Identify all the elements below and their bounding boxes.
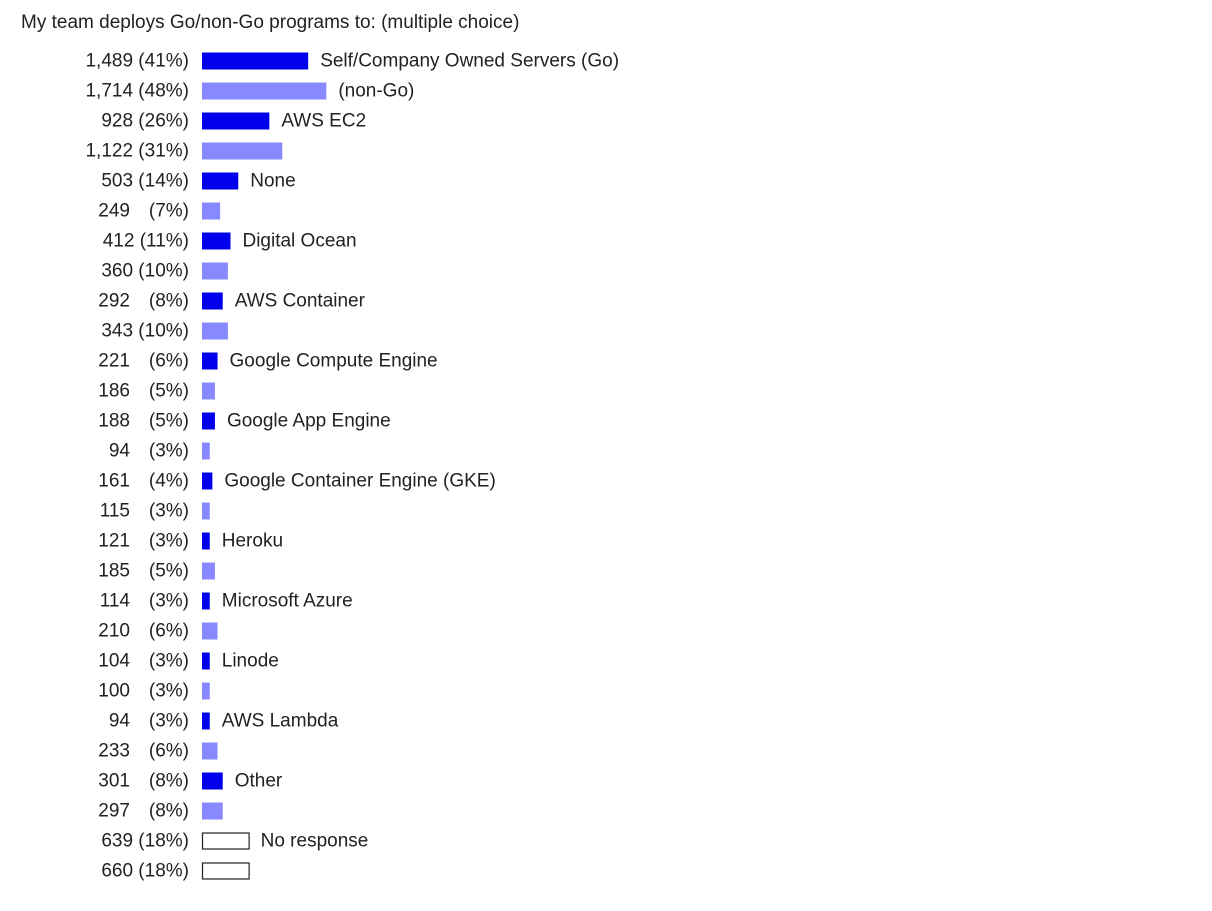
- bar-no-response: [201, 862, 250, 880]
- row-percent: (8%): [149, 291, 189, 312]
- row-percent: (3%): [149, 711, 189, 732]
- row-count: 221: [98, 351, 130, 372]
- bar-non-go: [202, 382, 215, 400]
- bar-label: Google Compute Engine: [230, 351, 438, 372]
- row-count-percent: 928 (26%): [101, 111, 189, 132]
- row-count-percent: 1,122 (31%): [85, 141, 189, 162]
- row-count-percent: 412 (11%): [103, 231, 189, 252]
- row-count-percent: 360 (10%): [101, 261, 189, 282]
- row-count: 100: [98, 681, 130, 702]
- row-count: 186: [98, 381, 130, 402]
- row-percent: (3%): [149, 591, 189, 612]
- row-percent: (6%): [149, 621, 189, 642]
- row-percent: (3%): [149, 681, 189, 702]
- bar-non-go: [202, 442, 210, 460]
- bar-label: No response: [261, 831, 369, 852]
- row-count: 115: [100, 501, 130, 522]
- bar-label: Heroku: [222, 531, 283, 552]
- bar-go: [202, 352, 218, 370]
- bar-go: [202, 172, 239, 190]
- bar-non-go: [202, 562, 215, 580]
- row-percent: (5%): [149, 411, 189, 432]
- row-count-percent: 503 (14%): [101, 171, 189, 192]
- row-count: 188: [98, 411, 130, 432]
- bar-label: None: [250, 171, 295, 192]
- bar-non-go: [202, 622, 218, 640]
- bar-label: Self/Company Owned Servers (Go): [320, 51, 619, 72]
- bar-non-go: [202, 322, 228, 340]
- bar-label: AWS EC2: [281, 111, 366, 132]
- row-percent: (3%): [149, 531, 189, 552]
- row-percent: (8%): [149, 771, 189, 792]
- bar-go: [202, 532, 210, 550]
- bar-go: [202, 112, 270, 130]
- row-count-percent: 1,489 (41%): [85, 51, 189, 72]
- row-count: 94: [109, 711, 131, 732]
- row-count: 301: [98, 771, 130, 792]
- bar-label: Microsoft Azure: [222, 591, 353, 612]
- bar-go: [202, 232, 231, 250]
- row-percent: (6%): [149, 741, 189, 762]
- row-percent: (3%): [149, 651, 189, 672]
- row-percent: (3%): [149, 501, 189, 522]
- bar-go: [202, 712, 210, 730]
- bar-non-go: [202, 742, 218, 760]
- row-count: 185: [98, 561, 130, 582]
- bar-non-go: [202, 202, 221, 220]
- bar-non-go: [202, 502, 210, 520]
- row-count-percent: 660 (18%): [101, 861, 189, 882]
- bar-go: [202, 772, 223, 790]
- bar-non-go: [202, 82, 327, 100]
- row-count-percent: 343 (10%): [101, 321, 189, 342]
- bar-label: AWS Lambda: [222, 711, 339, 732]
- row-count: 210: [98, 621, 130, 642]
- row-count: 233: [98, 741, 130, 762]
- row-count: 161: [98, 471, 130, 492]
- row-percent: (4%): [149, 471, 189, 492]
- row-percent: (5%): [149, 381, 189, 402]
- row-count: 297: [98, 801, 130, 822]
- bar-non-go: [202, 802, 223, 820]
- row-percent: (3%): [149, 441, 189, 462]
- bar-label: Linode: [222, 651, 279, 672]
- bar-label: (non-Go): [338, 81, 414, 102]
- bar-go: [202, 52, 309, 70]
- bar-go: [202, 412, 215, 430]
- bar-label: AWS Container: [235, 291, 366, 312]
- bar-non-go: [202, 262, 228, 280]
- row-count-percent: 639 (18%): [101, 831, 189, 852]
- row-percent: (6%): [149, 351, 189, 372]
- chart-title: My team deploys Go/non-Go programs to: (…: [21, 12, 520, 33]
- bar-label: Google Container Engine (GKE): [224, 471, 495, 492]
- row-count-percent: 1,714 (48%): [85, 81, 189, 102]
- row-percent: (7%): [149, 201, 189, 222]
- row-count: 104: [98, 651, 130, 672]
- row-percent: (8%): [149, 801, 189, 822]
- bar-non-go: [202, 682, 210, 700]
- bar-go: [202, 472, 213, 490]
- bar-go: [202, 592, 210, 610]
- bar-non-go: [202, 142, 283, 160]
- bar-label: Digital Ocean: [242, 231, 356, 252]
- row-count: 249: [98, 201, 130, 222]
- bar-label: Google App Engine: [227, 411, 391, 432]
- row-count: 292: [98, 291, 130, 312]
- row-count: 114: [100, 591, 131, 612]
- bar-go: [202, 652, 210, 670]
- bar-go: [202, 292, 223, 310]
- row-count: 121: [98, 531, 130, 552]
- row-percent: (5%): [149, 561, 189, 582]
- bar-no-response: [201, 832, 250, 850]
- bar-label: Other: [235, 771, 283, 792]
- row-count: 94: [109, 441, 131, 462]
